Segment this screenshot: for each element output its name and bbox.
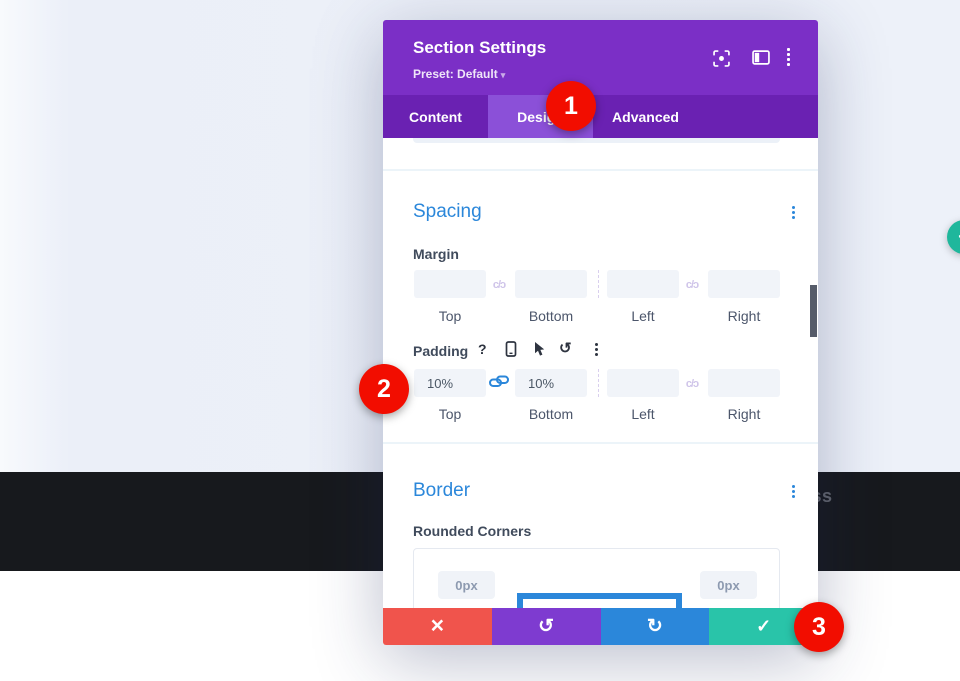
focus-view-button[interactable] [713,50,730,72]
padding-input-row: c/ɔ [383,369,818,397]
reset-icon[interactable]: ↺ [559,340,572,357]
corner-top-left-input[interactable]: 0px [438,571,495,599]
scrolled-element-remnant [413,138,780,143]
undo-button[interactable]: ↺ [491,608,601,645]
broken-link-icon: c/ɔ [685,279,699,291]
chevron-down-icon: ▾ [500,70,506,80]
padding-options-icon[interactable] [595,343,598,356]
margin-bottom-label: Bottom [528,308,574,324]
modal-header: Section Settings Preset: Default ▾ [383,20,818,95]
panel-icon [752,50,770,69]
annotation-badge-3: 3 [794,602,844,652]
responsive-phone-icon[interactable] [505,341,517,362]
margin-right-input[interactable] [708,270,780,298]
margin-left-label: Left [631,308,655,324]
help-icon[interactable]: ? [478,341,487,357]
dashed-divider [598,369,599,397]
plus-icon: + [958,226,960,249]
margin-label-row: Top Bottom Left Right [383,308,818,336]
undo-icon: ↺ [538,616,555,637]
margin-lr-link-toggle[interactable]: c/ɔ [679,275,705,293]
close-icon: × [430,612,445,638]
rounded-corners-preview: 0px 0px [413,548,780,608]
scrollbar-thumb[interactable] [810,285,817,337]
redo-button[interactable]: ↻ [600,608,710,645]
padding-right-input[interactable] [708,369,780,397]
linked-chain-icon [489,375,509,393]
modal-title: Section Settings [413,38,547,57]
settings-scroll-area: Spacing Margin c/ɔ c/ɔ Top Bottom Left R… [383,138,818,608]
padding-label-row: Top Bottom Left Right [383,406,818,434]
section-settings-modal: Section Settings Preset: Default ▾ [383,20,818,645]
redo-icon: ↻ [646,616,663,637]
preset-label: Preset: Default [413,67,498,81]
corner-top-right-input[interactable]: 0px [700,571,757,599]
margin-bottom-input[interactable] [515,270,587,298]
section-divider [383,442,818,444]
margin-group-label: Margin [413,246,459,262]
padding-left-input[interactable] [607,369,679,397]
margin-tb-link-toggle[interactable]: c/ɔ [486,275,512,293]
panel-layout-button[interactable] [752,50,770,70]
padding-top-label: Top [438,406,462,422]
preset-selector[interactable]: Preset: Default ▾ [413,67,505,81]
margin-right-label: Right [727,308,761,324]
padding-right-label: Right [727,406,761,422]
margin-top-input[interactable] [414,270,486,298]
spacing-section-heading: Spacing [413,201,482,222]
broken-link-icon: c/ɔ [685,378,699,390]
kebab-icon [787,48,790,66]
border-options-icon[interactable] [792,485,795,498]
spacing-options-icon[interactable] [792,206,795,219]
check-icon: ✓ [756,616,772,636]
modal-options-button[interactable] [787,48,790,66]
section-divider [383,169,818,171]
discard-button[interactable]: × [383,608,492,645]
margin-top-label: Top [438,308,462,324]
annotation-badge-1: 1 [546,81,596,131]
rounded-corners-label: Rounded Corners [413,523,532,539]
hover-cursor-icon[interactable] [532,341,546,362]
add-button[interactable]: + [947,220,960,254]
annotation-badge-2: 2 [359,364,409,414]
padding-lr-link-toggle[interactable]: c/ɔ [679,374,705,392]
padding-top-input[interactable] [414,369,486,397]
padding-group-label: Padding [413,343,469,359]
focus-icon [713,50,730,71]
padding-bottom-input[interactable] [515,369,587,397]
tab-content[interactable]: Content [409,108,462,125]
margin-left-input[interactable] [607,270,679,298]
margin-input-row: c/ɔ c/ɔ [383,270,818,298]
padding-left-label: Left [631,406,655,422]
tab-advanced[interactable]: Advanced [612,108,679,125]
broken-link-icon: c/ɔ [492,279,506,291]
padding-tb-link-toggle[interactable] [486,374,512,394]
modal-action-bar: × ↺ ↻ ✓ [383,608,818,645]
padding-bottom-label: Bottom [528,406,574,422]
border-preview-rectangle [517,593,682,608]
settings-tabbar: Content Design Advanced [383,95,818,138]
border-section-heading: Border [413,480,471,501]
dashed-divider [598,270,599,298]
